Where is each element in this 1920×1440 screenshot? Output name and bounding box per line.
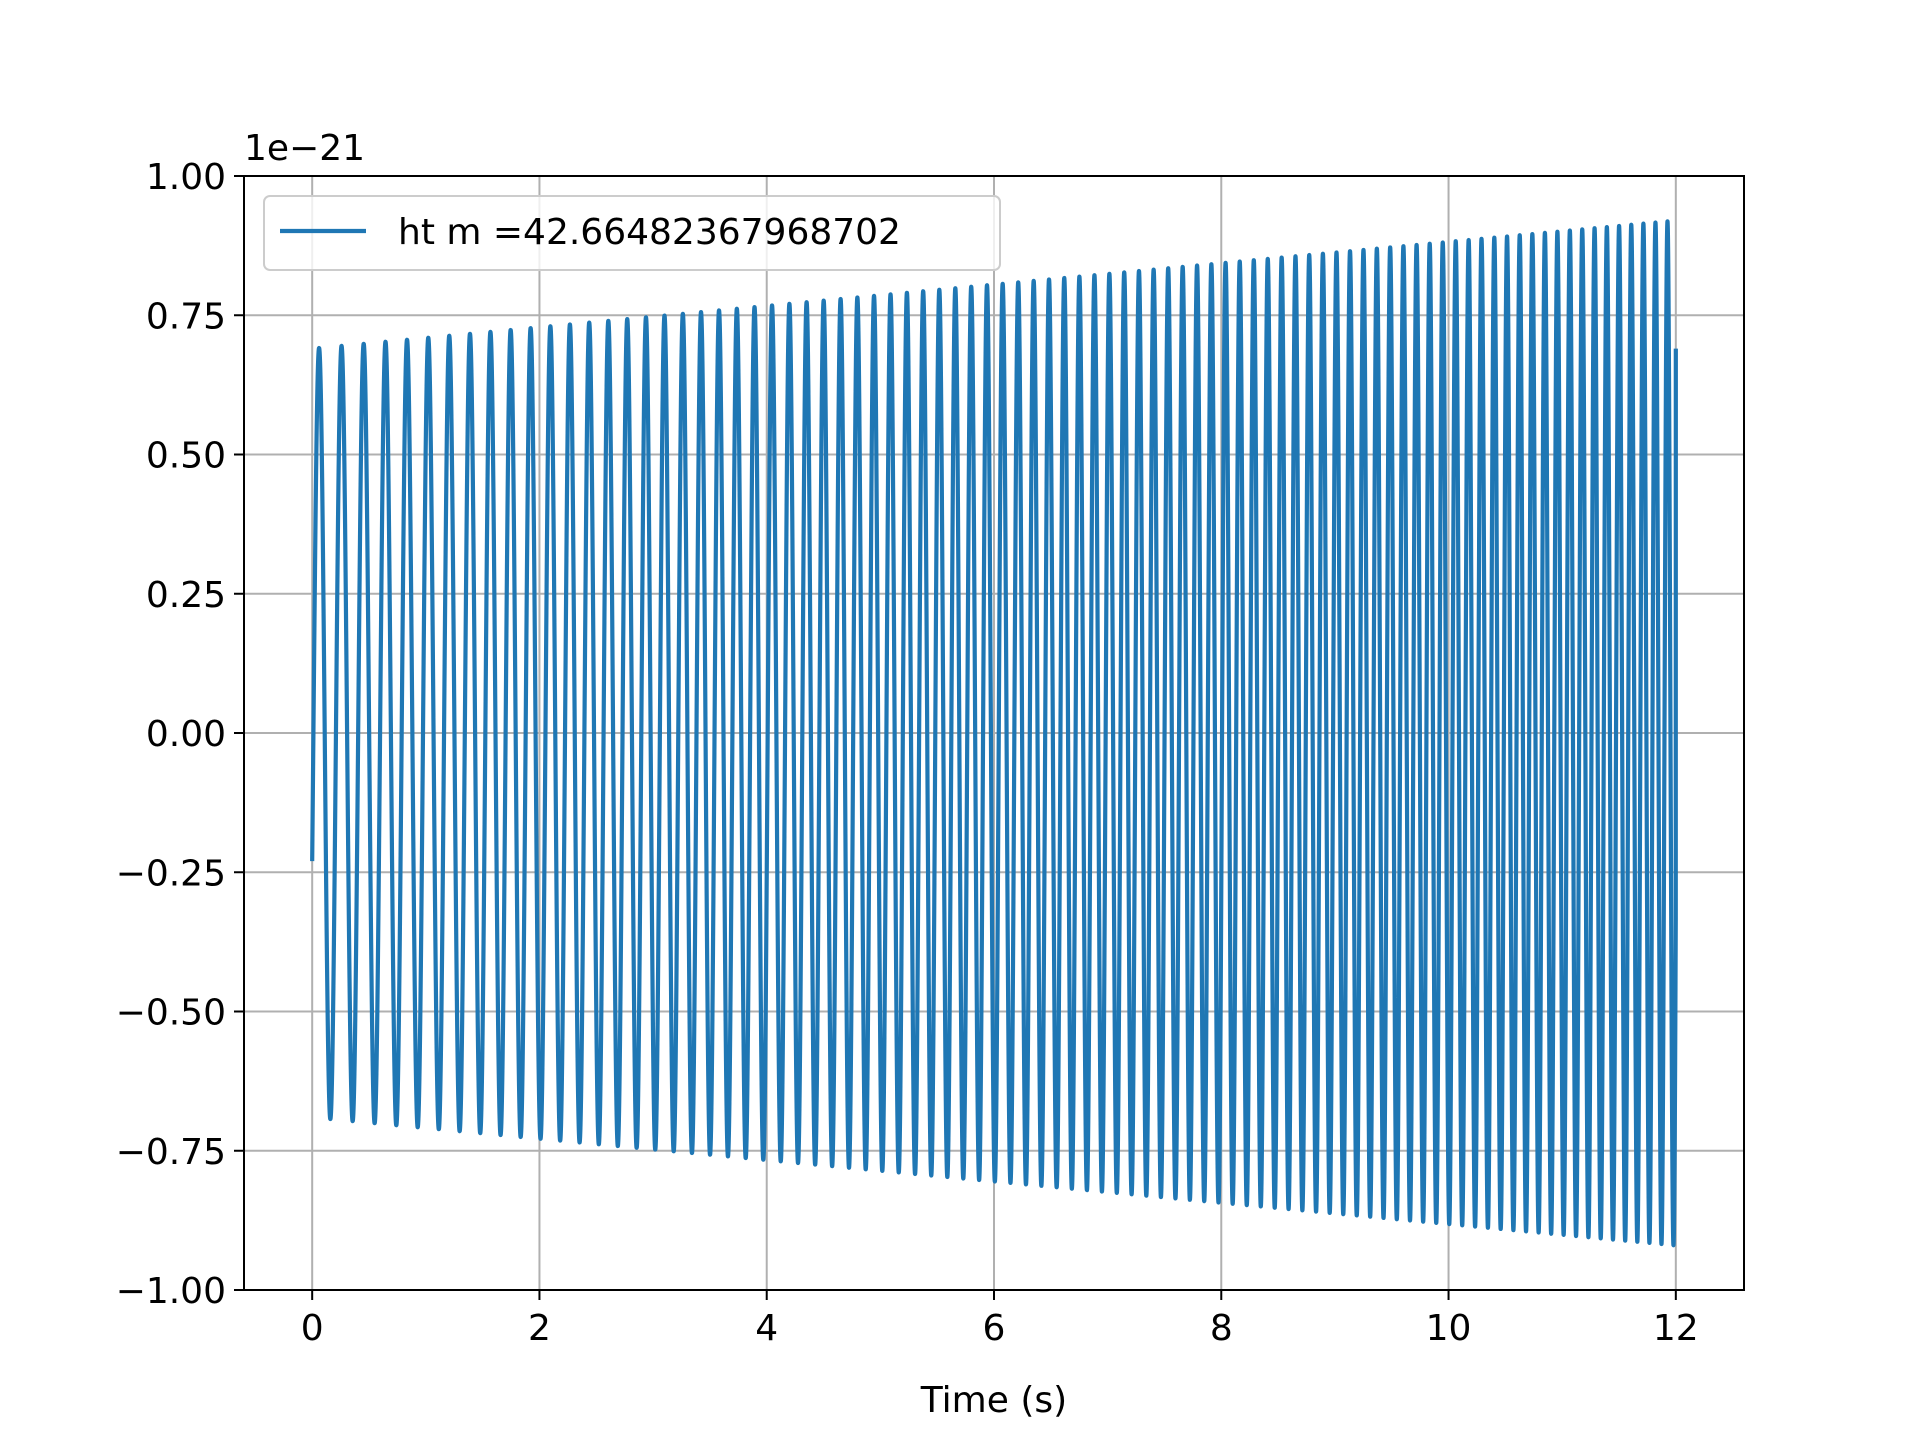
y-tick-label: 1.00 [146,157,226,198]
legend: ht m =42.66482367968702 [263,195,1001,271]
y-tick-label: −0.75 [116,1132,226,1173]
x-tick-label: 0 [301,1308,324,1349]
series-line-ht [310,219,1678,1248]
y-axis: −1.00 −0.75 −0.50 −0.25 0.00 0.25 0.50 0.75 1.00 [116,157,244,1312]
x-axis: 0 2 4 6 8 10 12 [301,1290,1699,1349]
x-tick-label: 2 [528,1308,551,1349]
x-tick-label: 10 [1426,1308,1472,1349]
x-tick-label: 8 [1210,1308,1233,1349]
series-group [310,219,1678,1248]
x-tick-label: 4 [755,1308,778,1349]
y-tick-label: −0.50 [116,993,226,1034]
legend-box [263,195,1001,271]
y-tick-label: −1.00 [116,1271,226,1312]
x-axis-label: Time (s) [920,1380,1067,1421]
x-tick-label: 12 [1653,1308,1699,1349]
y-tick-label: −0.25 [116,853,226,894]
y-offset-label: 1e−21 [244,128,365,169]
y-tick-label: 0.75 [146,296,226,337]
y-tick-label: 0.00 [146,714,226,755]
legend-entry-label: ht m =42.66482367968702 [398,212,901,253]
y-tick-label: 0.25 [146,575,226,616]
x-tick-label: 6 [983,1308,1006,1349]
y-tick-label: 0.50 [146,436,226,477]
